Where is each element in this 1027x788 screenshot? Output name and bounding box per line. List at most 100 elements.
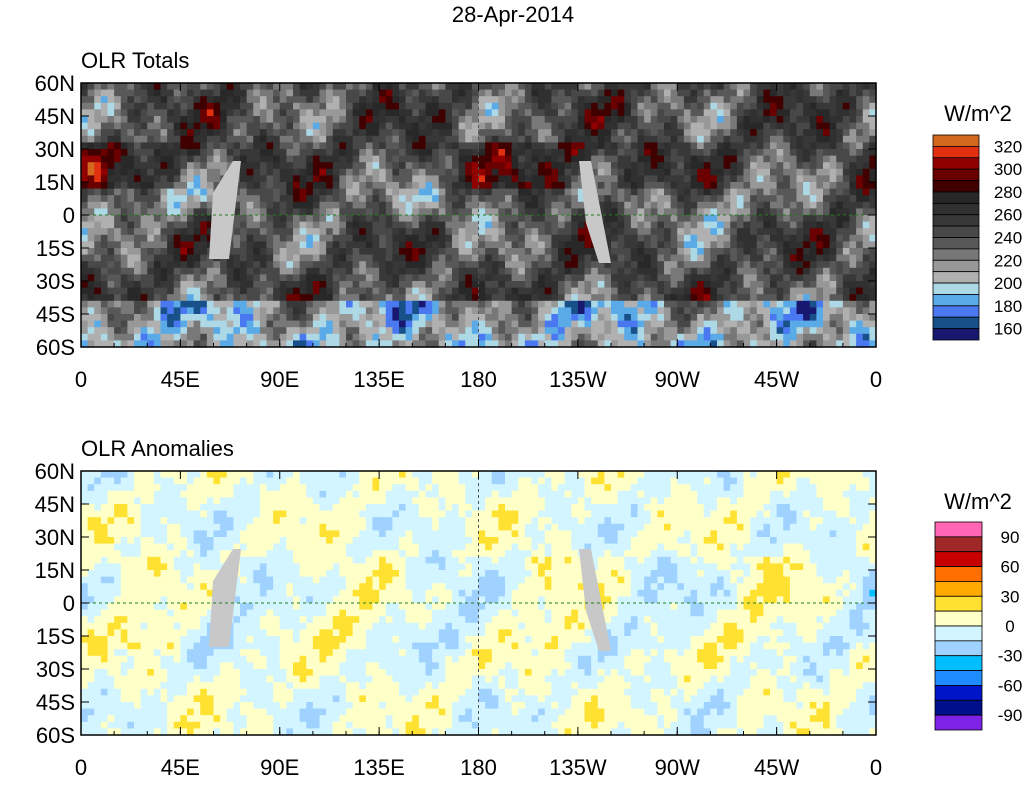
field-cell [107,168,115,176]
field-cell [246,314,254,322]
field-cell [809,201,817,209]
field-cell [286,327,294,335]
field-cell [710,287,718,295]
field-cell [524,142,533,150]
field-cell [319,142,327,150]
field-cell [683,142,692,150]
field-cell [862,129,870,137]
field-cell [253,142,261,150]
field-cell [312,221,321,229]
field-cell [505,208,513,216]
field-cell [81,471,89,479]
field-cell [452,287,460,295]
field-cell [690,188,698,196]
field-cell [697,89,705,97]
field-cell [730,195,738,203]
field-cell [717,307,725,315]
field-cell [438,155,446,163]
field-cell [372,201,380,209]
field-cell [286,471,294,479]
field-cell [803,281,811,289]
field-cell [644,182,652,190]
field-cell [233,274,241,282]
field-cell [624,155,632,163]
field-cell [803,241,811,249]
field-cell [127,142,135,150]
field-cell [637,215,645,223]
field-cell [339,261,347,269]
field-cell [379,195,387,203]
field-cell [624,221,632,229]
field-cell [485,241,493,249]
field-cell [710,327,718,335]
field-cell [379,129,387,137]
field-cell [485,89,493,97]
field-cell [849,102,857,110]
field-cell [87,287,95,295]
field-cell [743,208,751,216]
field-cell [783,89,791,97]
field-cell [577,327,586,335]
field-cell [730,221,738,229]
field-cell [770,182,778,190]
field-cell [326,281,334,289]
field-cell [869,234,877,242]
field-cell [385,96,393,104]
field-cell [399,228,407,236]
field-cell [763,287,771,295]
field-cell [491,281,499,289]
field-cell [220,102,228,110]
field-cell [279,201,287,209]
field-cell [365,281,374,289]
field-cell [187,109,195,117]
field-cell [730,175,738,183]
field-cell [153,83,162,91]
field-cell [359,129,367,137]
field-cell [438,83,446,91]
field-cell [299,149,307,157]
field-cell [869,201,877,209]
field-cell [246,287,254,295]
field-cell [624,314,632,322]
field-cell [544,471,552,479]
field-cell [584,122,592,130]
field-cell [524,188,533,196]
field-cell [312,109,321,117]
field-cell [107,234,115,242]
field-cell [352,234,360,242]
field-cell [617,234,625,242]
field-cell [498,228,506,236]
field-cell [637,320,645,328]
field-cell [856,327,864,335]
field-cell [240,201,248,209]
field-cell [127,281,135,289]
field-cell [862,89,870,97]
field-cell [478,129,486,137]
field-cell [869,248,877,256]
field-cell [140,248,148,256]
field-cell [259,89,268,97]
field-cell [505,182,513,190]
field-cell [630,182,639,190]
field-cell [240,129,248,137]
field-cell [253,109,261,117]
field-cell [385,471,393,479]
field-cell [650,195,658,203]
field-cell [683,281,692,289]
field-cell [670,327,678,335]
field-cell [346,307,354,315]
field-cell [683,168,692,176]
field-cell [763,294,771,302]
field-cell [173,267,181,275]
field-cell [240,83,248,91]
field-cell [465,300,473,308]
field-cell [392,261,400,269]
field-cell [697,102,705,110]
field-cell [617,122,625,130]
field-cell [577,142,586,150]
field-cell [193,287,201,295]
field-cell [173,162,181,170]
field-cell [279,195,287,203]
field-cell [836,109,844,117]
field-cell [750,287,758,295]
